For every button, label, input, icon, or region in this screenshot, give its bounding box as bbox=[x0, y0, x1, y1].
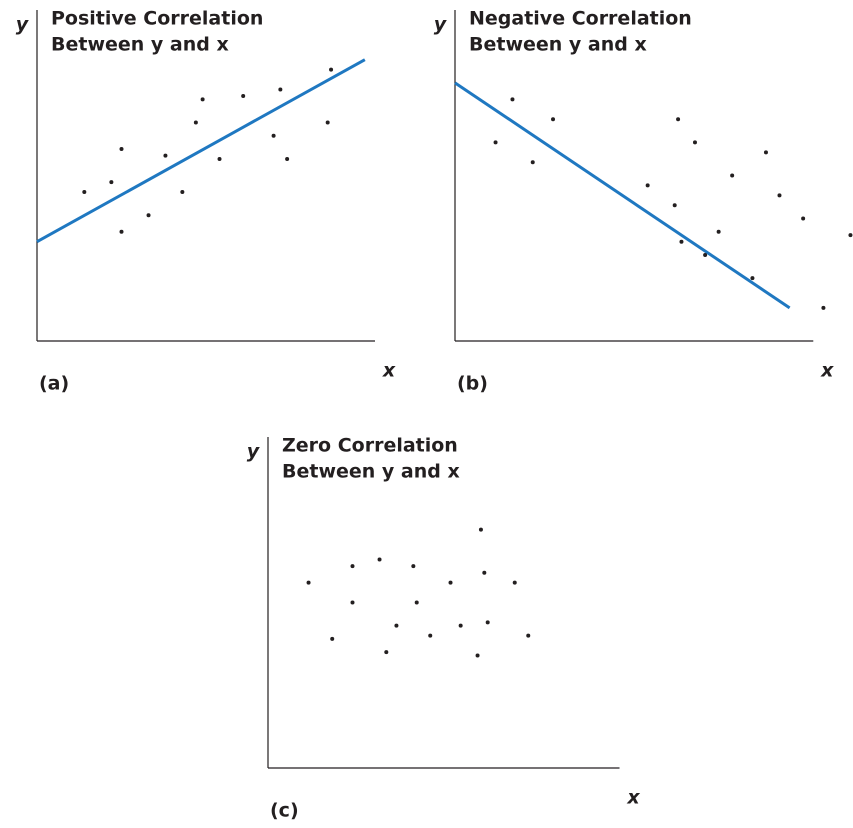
point bbox=[146, 213, 151, 218]
point bbox=[384, 650, 389, 655]
point bbox=[526, 633, 531, 638]
y-axis-label: y bbox=[247, 441, 261, 463]
panel-title: Positive Correlation bbox=[51, 8, 263, 30]
x-axis-label: x bbox=[626, 787, 640, 809]
point bbox=[692, 140, 697, 145]
point bbox=[428, 633, 433, 638]
point bbox=[394, 623, 399, 628]
point bbox=[645, 183, 650, 188]
panel-title: Between y and x bbox=[469, 34, 647, 56]
y-axis-label: y bbox=[16, 14, 30, 36]
point bbox=[475, 653, 480, 658]
point bbox=[119, 147, 124, 152]
panel-title: Between y and x bbox=[51, 34, 229, 56]
point bbox=[848, 233, 853, 238]
point bbox=[730, 173, 735, 178]
point bbox=[330, 636, 335, 641]
point bbox=[278, 87, 283, 92]
point bbox=[676, 117, 681, 122]
point bbox=[821, 305, 826, 310]
point bbox=[478, 527, 483, 532]
point bbox=[119, 229, 124, 234]
point bbox=[414, 600, 419, 605]
x-axis-label: x bbox=[382, 360, 396, 382]
point bbox=[510, 97, 515, 102]
point bbox=[193, 120, 198, 125]
point bbox=[716, 229, 721, 234]
point bbox=[109, 180, 114, 185]
point bbox=[271, 133, 276, 138]
fit-line bbox=[36, 58, 366, 244]
point bbox=[777, 193, 782, 198]
point bbox=[329, 67, 334, 72]
point bbox=[377, 557, 382, 562]
point bbox=[217, 156, 222, 161]
point bbox=[325, 120, 330, 125]
fit-line bbox=[454, 81, 791, 310]
y-axis-label: y bbox=[434, 14, 448, 36]
panel-title: Zero Correlation bbox=[282, 435, 458, 457]
point bbox=[530, 160, 535, 165]
point bbox=[241, 94, 246, 99]
panel-title: Between y and x bbox=[282, 461, 460, 483]
point bbox=[703, 252, 708, 257]
point bbox=[200, 97, 205, 102]
point bbox=[350, 600, 355, 605]
panel-title: Negative Correlation bbox=[469, 8, 692, 30]
point bbox=[448, 580, 453, 585]
point bbox=[801, 216, 806, 221]
point bbox=[411, 564, 416, 569]
point bbox=[180, 190, 185, 195]
x-axis-label: x bbox=[820, 360, 834, 382]
point bbox=[82, 190, 87, 195]
point bbox=[763, 150, 768, 155]
point bbox=[458, 623, 463, 628]
point bbox=[306, 580, 311, 585]
point bbox=[485, 620, 490, 625]
panel-label: (c) bbox=[270, 800, 299, 822]
point bbox=[163, 153, 168, 158]
panel-label: (a) bbox=[39, 373, 69, 395]
point bbox=[350, 564, 355, 569]
point bbox=[551, 117, 556, 122]
panel-label: (b) bbox=[457, 373, 488, 395]
point bbox=[482, 570, 487, 575]
point bbox=[672, 203, 677, 208]
point bbox=[512, 580, 517, 585]
point bbox=[493, 140, 498, 145]
point bbox=[285, 156, 290, 161]
point bbox=[679, 239, 684, 244]
point bbox=[750, 276, 755, 281]
